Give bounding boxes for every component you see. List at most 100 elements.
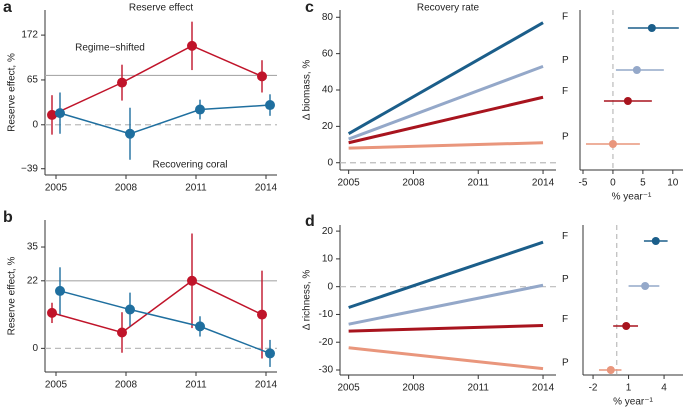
y-tick-label: 20 bbox=[322, 121, 334, 132]
point bbox=[187, 40, 197, 51]
series-label: F bbox=[562, 86, 568, 97]
point bbox=[47, 307, 57, 318]
series-line bbox=[348, 141, 544, 150]
x-axis-label: % year⁻¹ bbox=[613, 397, 653, 408]
point bbox=[647, 24, 656, 32]
x-tick-label: 2005 bbox=[45, 380, 68, 391]
x-tick-label: 0 bbox=[610, 178, 616, 189]
y-tick-label: 65 bbox=[27, 75, 39, 86]
series-label: P bbox=[562, 357, 569, 368]
x-tick-label: 4 bbox=[661, 383, 667, 394]
x-tick-label: 2014 bbox=[255, 183, 278, 194]
y-tick-label: −39 bbox=[21, 163, 38, 174]
chart-title: Recovery rate bbox=[417, 3, 480, 14]
x-tick-label: 2005 bbox=[338, 383, 361, 394]
x-tick-label: 2014 bbox=[255, 380, 278, 391]
y-tick-label: 20 bbox=[322, 226, 334, 237]
point bbox=[55, 108, 65, 119]
point bbox=[195, 321, 205, 332]
x-tick-label: 2011 bbox=[185, 183, 207, 194]
point bbox=[265, 348, 275, 359]
y-axis-label: Δ richness, % bbox=[302, 270, 313, 331]
point bbox=[125, 304, 135, 315]
point bbox=[651, 237, 660, 245]
y-tick-label: -10 bbox=[319, 309, 334, 320]
point bbox=[117, 327, 127, 338]
point bbox=[622, 322, 631, 330]
series-line bbox=[51, 45, 263, 116]
point bbox=[117, 77, 127, 88]
y-tick-label: 22 bbox=[27, 275, 39, 286]
x-tick-label: -5 bbox=[579, 178, 588, 189]
y-tick-label: 80 bbox=[322, 12, 334, 23]
y-axis-label: Reserve effect, % bbox=[7, 257, 18, 336]
point bbox=[125, 128, 135, 139]
series-line bbox=[348, 64, 544, 141]
series-line bbox=[348, 346, 544, 371]
point bbox=[47, 109, 57, 120]
series-line bbox=[59, 104, 271, 135]
series-line bbox=[348, 240, 544, 309]
series-line bbox=[348, 95, 544, 145]
series-label: P bbox=[562, 55, 569, 66]
point bbox=[257, 309, 267, 320]
x-tick-label: 2011 bbox=[467, 178, 489, 189]
series-label: Recovering coral bbox=[152, 160, 227, 171]
y-tick-label: 0 bbox=[327, 281, 333, 292]
x-tick-label: -2 bbox=[589, 383, 598, 394]
x-tick-label: 1 bbox=[626, 383, 632, 394]
x-tick-label: 2008 bbox=[402, 178, 425, 189]
y-tick-label: 35 bbox=[27, 242, 39, 253]
series-line bbox=[59, 290, 271, 355]
series-label: P bbox=[562, 274, 569, 285]
point bbox=[187, 275, 197, 286]
x-tick-label: 5 bbox=[640, 178, 646, 189]
y-axis-label: Δ biomass, % bbox=[302, 60, 313, 121]
y-tick-label: 10 bbox=[322, 254, 334, 265]
series-line bbox=[347, 21, 544, 135]
point bbox=[257, 71, 267, 82]
point bbox=[606, 366, 615, 374]
y-axis-label: Reserve effect, % bbox=[7, 53, 18, 132]
series-line bbox=[348, 283, 544, 326]
point bbox=[632, 66, 641, 74]
series-label: F bbox=[562, 11, 568, 22]
series-line bbox=[348, 324, 544, 333]
x-tick-label: 2008 bbox=[115, 183, 138, 194]
y-tick-label: 60 bbox=[322, 48, 334, 59]
point bbox=[195, 104, 205, 115]
panel-label: a bbox=[3, 0, 12, 16]
y-tick-label: 0 bbox=[32, 119, 38, 130]
series-label: F bbox=[562, 231, 568, 242]
x-tick-label: 2011 bbox=[467, 383, 489, 394]
x-tick-label: 10 bbox=[667, 178, 679, 189]
panel-label: c bbox=[305, 0, 314, 16]
x-tick-label: 2008 bbox=[115, 380, 138, 391]
x-tick-label: 2014 bbox=[532, 383, 555, 394]
series-label: F bbox=[562, 314, 568, 325]
point bbox=[265, 100, 275, 111]
y-tick-label: 40 bbox=[322, 85, 334, 96]
series-line bbox=[51, 279, 263, 334]
x-tick-label: 2014 bbox=[532, 178, 555, 189]
point bbox=[55, 285, 65, 296]
series-label: Regime−shifted bbox=[75, 43, 145, 54]
x-tick-label: 2011 bbox=[185, 380, 207, 391]
panel-label: d bbox=[305, 213, 315, 230]
point bbox=[623, 97, 632, 105]
y-tick-label: -30 bbox=[319, 365, 334, 376]
x-tick-label: 2005 bbox=[45, 183, 68, 194]
y-tick-label: -20 bbox=[319, 337, 334, 348]
x-tick-label: 2008 bbox=[402, 383, 425, 394]
point bbox=[608, 140, 617, 148]
point bbox=[641, 282, 650, 290]
y-tick-label: 0 bbox=[32, 343, 38, 354]
panel-label: b bbox=[3, 209, 13, 226]
y-tick-label: 172 bbox=[21, 30, 38, 41]
y-tick-label: 0 bbox=[327, 157, 333, 168]
x-axis-label: % year⁻¹ bbox=[612, 192, 652, 203]
series-label: P bbox=[562, 131, 569, 142]
chart-title: Reserve effect bbox=[129, 3, 194, 14]
x-tick-label: 2005 bbox=[338, 178, 361, 189]
